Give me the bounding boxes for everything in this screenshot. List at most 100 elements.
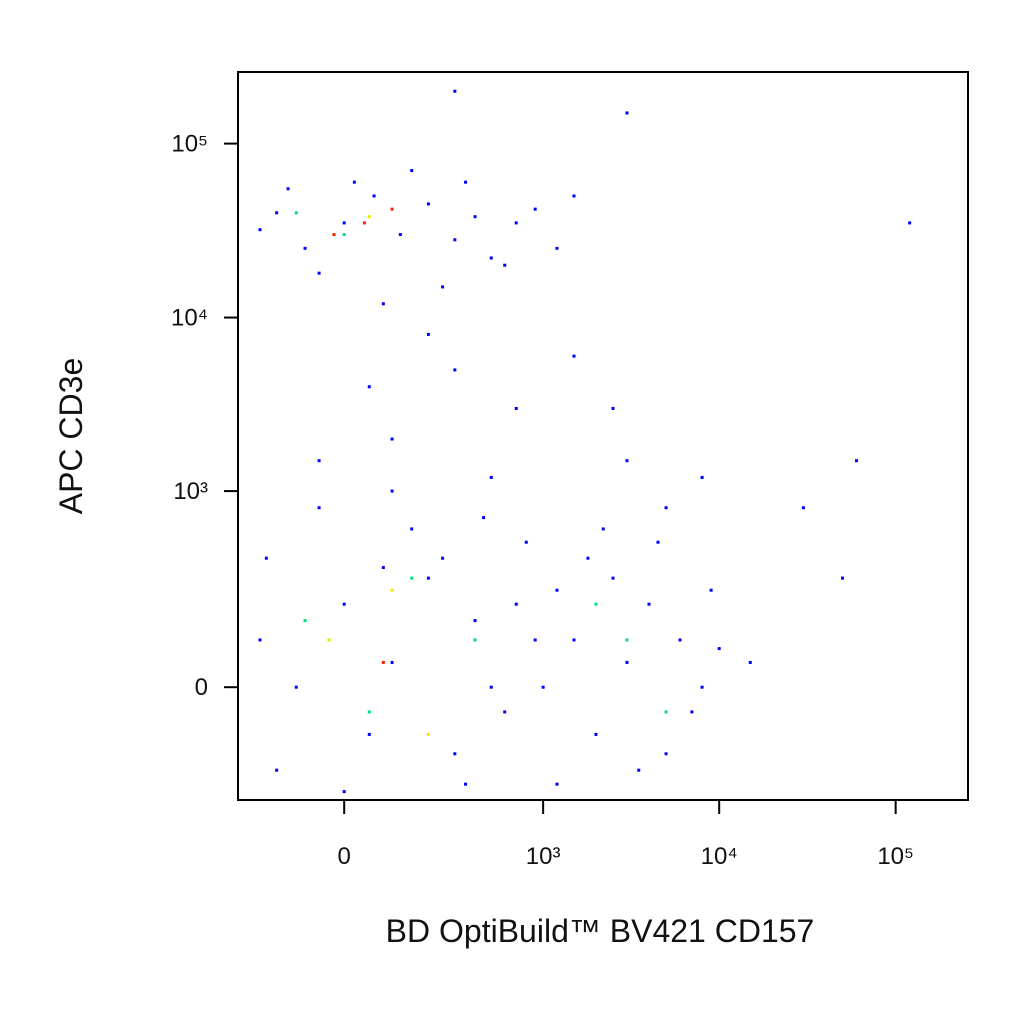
data-point [410,576,414,580]
data-point [664,752,668,756]
y-axis-label: APC CD3e [53,358,89,515]
data-point [656,540,660,544]
data-point [664,710,668,714]
data-point [410,527,414,531]
data-point [908,221,912,225]
data-point [855,459,859,463]
data-point [637,768,641,772]
y-tick-label: 10⁴ [171,305,208,332]
data-point [664,506,668,510]
x-axis-label: BD OptiBuild™ BV421 CD157 [386,913,815,949]
data-point [258,638,262,642]
x-tick-label: 10⁵ [877,843,914,870]
data-point [352,180,356,184]
data-point [372,194,376,198]
data-point [594,732,598,736]
data-point [489,256,493,260]
data-point [390,437,394,441]
data-point [503,710,507,714]
data-point [390,207,394,211]
data-point [294,211,298,215]
data-point [294,685,298,689]
data-point [390,588,394,592]
data-point [317,506,321,510]
data-point [381,566,385,570]
data-point [503,263,507,267]
data-point [426,732,430,736]
data-point [390,489,394,493]
data-point [317,459,321,463]
data-point [514,602,518,606]
data-point [489,475,493,479]
data-point [426,576,430,580]
data-point [303,246,307,250]
data-point [647,602,651,606]
x-tick-label: 10³ [526,843,561,870]
data-point [555,782,559,786]
data-point [367,732,371,736]
data-point [748,660,752,664]
data-point [426,332,430,336]
data-point [690,710,694,714]
data-point [625,660,629,664]
data-point [572,354,576,358]
y-tick-label: 0 [195,674,208,701]
data-point [441,285,445,289]
data-point [426,202,430,206]
data-point [572,194,576,198]
data-point [611,406,615,410]
data-point [464,180,468,184]
data-point [611,576,615,580]
data-point [801,506,805,510]
data-point [327,638,331,642]
data-point [441,556,445,560]
data-point [533,638,537,642]
data-point [381,302,385,306]
data-point [514,406,518,410]
data-point [303,619,307,623]
data-point [717,647,721,651]
data-point [342,233,346,237]
data-point [625,459,629,463]
y-tick-label: 10⁵ [171,131,208,158]
data-point [473,638,477,642]
data-point [541,685,545,689]
data-point [601,527,605,531]
data-point [533,207,537,211]
data-point [264,556,268,560]
data-point [332,233,336,237]
y-tick-label: 10³ [173,478,208,505]
data-point [555,246,559,250]
data-point [489,685,493,689]
data-point [555,588,559,592]
data-point [700,475,704,479]
data-point [586,556,590,560]
data-point [453,89,457,93]
data-point [367,710,371,714]
data-point [473,215,477,219]
data-point [678,638,682,642]
data-point [709,588,713,592]
data-point [410,169,414,173]
data-point [594,602,598,606]
data-point [453,368,457,372]
plot-frame [237,71,969,801]
data-point [381,660,385,664]
data-point [342,790,346,794]
x-tick-label: 0 [338,843,351,870]
data-point [367,385,371,389]
data-point [473,619,477,623]
data-point [362,221,366,225]
data-point [625,638,629,642]
data-point [572,638,576,642]
data-point [367,215,371,219]
data-point [317,271,321,275]
data-point [398,233,402,237]
data-point [390,660,394,664]
x-tick-label: 10⁴ [701,843,738,870]
data-point [342,602,346,606]
data-point [275,768,279,772]
data-point [524,540,528,544]
data-point [342,221,346,225]
